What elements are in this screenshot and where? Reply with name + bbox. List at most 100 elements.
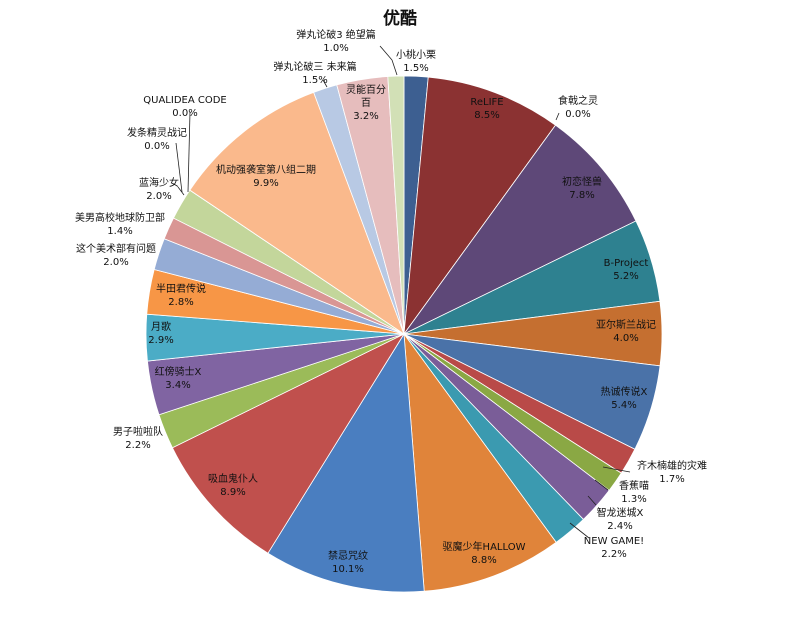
slice-label: 热诚传说X 5.4% xyxy=(601,385,648,411)
slice-label-percent: 0.0% xyxy=(172,108,197,119)
leader-line xyxy=(322,79,328,88)
slice-label: 美男高校地球防卫部 1.4% xyxy=(75,211,165,237)
slice-label-percent: 0.0% xyxy=(144,141,169,152)
slice-label-percent: 7.8% xyxy=(569,190,594,201)
leader-line xyxy=(555,112,560,121)
slice-label-name: ReLIFE xyxy=(470,97,503,108)
slice-label: 红傍骑士X 3.4% xyxy=(155,365,202,391)
slice-label-name: 灵能百分 xyxy=(346,83,386,96)
slice-label: 发条精灵战记 0.0% xyxy=(127,126,187,152)
slice-label-percent: 5.2% xyxy=(613,271,638,282)
leader-line xyxy=(175,142,183,193)
slice-label-name: 百 xyxy=(361,97,371,109)
pie-slice xyxy=(387,75,405,335)
slice-label-name: NEW GAME! xyxy=(584,536,644,547)
slice-label: 禁忌咒纹 10.1% xyxy=(328,549,368,575)
slice-label: 弹丸论破3 绝望篇 1.0% xyxy=(296,28,376,54)
slice-label-name: 发条精灵战记 xyxy=(127,126,187,139)
slice-label-name: 智龙迷城X xyxy=(597,506,644,519)
slice-label: 香蕉喵 1.3% xyxy=(619,480,649,505)
slice-label-name: 亚尔斯兰战记 xyxy=(596,318,656,331)
slice-label-percent: 2.4% xyxy=(607,521,632,532)
slice-label-name: 月歌 xyxy=(151,320,171,333)
pie-slice xyxy=(403,76,557,336)
slice-label-name: 齐木楠雄的灾难 xyxy=(637,459,707,472)
slice-label-name: 弹丸论破三 未来篇 xyxy=(273,60,356,73)
slice-label-name: 机动强袭室第八组二期 xyxy=(216,163,316,176)
slice-label: 蓝海少女 2.0% xyxy=(139,176,179,202)
slice-label-percent: 10.1% xyxy=(332,564,364,575)
slice-label-percent: 2.9% xyxy=(148,335,173,346)
slice-label-percent: 1.4% xyxy=(107,226,132,237)
pie-slices xyxy=(145,75,663,593)
slice-label-percent: 1.0% xyxy=(323,43,348,54)
slice-label-name: 男子啦啦队 xyxy=(113,425,163,438)
slice-label-name: 小桃小栗 xyxy=(396,48,436,61)
slice-label-percent: 2.2% xyxy=(601,549,626,560)
slice-label-name: 驱魔少年HALLOW xyxy=(443,540,526,553)
pie-slice xyxy=(403,332,557,592)
leader-lines xyxy=(175,45,631,539)
slice-label-percent: 2.2% xyxy=(125,440,150,451)
slice-label: 智龙迷城X 2.4% xyxy=(597,506,644,532)
pie-slice xyxy=(403,124,637,335)
slice-label: ReLIFE 8.5% xyxy=(470,97,503,121)
slice-label: 驱魔少年HALLOW 8.8% xyxy=(443,540,526,566)
slice-label-name: 吸血鬼仆人 xyxy=(208,472,258,485)
slice-label: 齐木楠雄的灾难 1.7% xyxy=(637,459,707,485)
slice-label: 小桃小栗 1.5% xyxy=(396,48,436,74)
slice-label: 弹丸论破三 未来篇 1.5% xyxy=(273,60,356,86)
slice-label-name: 半田君传说 xyxy=(156,282,206,295)
slice-label: 月歌 2.9% xyxy=(148,320,173,346)
slice-label-name: 禁忌咒纹 xyxy=(328,549,368,562)
slice-label-percent: 1.7% xyxy=(659,474,684,485)
chart-title: 优酷 xyxy=(383,9,417,29)
slice-label: NEW GAME! 2.2% xyxy=(584,536,644,560)
leader-line xyxy=(379,45,393,61)
slice-label-percent: 1.5% xyxy=(302,75,327,86)
slice-label-name: 美男高校地球防卫部 xyxy=(75,211,165,224)
pie-slice xyxy=(267,332,425,593)
slice-label-name: 初恋怪兽 xyxy=(562,175,602,188)
slice-label: QUALIDEA CODE 0.0% xyxy=(143,95,226,119)
slice-label-percent: 5.4% xyxy=(611,400,636,411)
slice-label-name: 热诚传说X xyxy=(601,385,648,398)
slice-label-percent: 2.8% xyxy=(168,297,193,308)
slice-label-name: 蓝海少女 xyxy=(139,176,179,189)
leader-line xyxy=(569,522,590,539)
slice-label-percent: 0.0% xyxy=(565,109,590,120)
leader-line xyxy=(602,466,631,473)
slice-label: 男子啦啦队 2.2% xyxy=(113,425,163,451)
slice-label: B-Project 5.2% xyxy=(604,258,649,282)
leader-line xyxy=(594,479,609,491)
slice-label: 食戟之灵 0.0% xyxy=(558,94,598,120)
slice-label-percent: 8.5% xyxy=(474,110,499,121)
slice-label: 初恋怪兽 7.8% xyxy=(562,175,602,201)
slice-label-percent: 8.8% xyxy=(471,555,496,566)
slice-label-name: 这个美术部有问题 xyxy=(76,242,156,255)
slice-label-percent: 1.5% xyxy=(403,63,428,74)
slice-label-percent: 8.9% xyxy=(220,487,245,498)
slice-label-percent: 2.0% xyxy=(146,191,171,202)
slice-label-percent: 9.9% xyxy=(253,178,278,189)
leader-line xyxy=(391,59,398,76)
slice-label: 机动强袭室第八组二期 9.9% xyxy=(216,163,316,189)
leader-line xyxy=(187,111,191,193)
slice-label-name: B-Project xyxy=(604,258,649,269)
slice-label-name: 弹丸论破3 绝望篇 xyxy=(296,28,376,41)
leader-line xyxy=(177,186,185,196)
slice-label-name: 食戟之灵 xyxy=(558,94,598,107)
slice-label-name: QUALIDEA CODE xyxy=(143,95,226,106)
slice-label: 亚尔斯兰战记 4.0% xyxy=(596,318,656,344)
slice-labels: 小桃小栗 1.5% ReLIFE 8.5% 食戟之灵 0.0% 初恋怪兽 7.8% B-Proj… xyxy=(75,28,707,575)
leader-line xyxy=(587,495,597,506)
pie-slice xyxy=(171,333,406,554)
slice-label-percent: 3.4% xyxy=(165,380,190,391)
slice-label-percent: 2.0% xyxy=(103,257,128,268)
slice-label-name: 香蕉喵 xyxy=(619,480,649,492)
slice-label-percent: 1.3% xyxy=(621,494,646,505)
pie-slice xyxy=(189,91,405,336)
slice-label: 吸血鬼仆人 8.9% xyxy=(208,472,258,498)
